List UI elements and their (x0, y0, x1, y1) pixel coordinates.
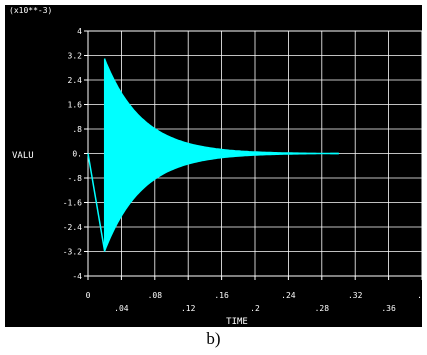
series-layer (87, 58, 339, 252)
y-tick-label: -1.6 (63, 199, 82, 208)
x-axis-label: TIME (226, 317, 248, 327)
x-tick-label: .16 (214, 291, 229, 300)
y-tick-label: -3.2 (63, 248, 82, 257)
x-tick-label: .24 (281, 291, 296, 300)
y-tick-label: -4 (72, 272, 82, 281)
y-tick-label: 3.2 (68, 52, 83, 61)
y-tick-label: -.8 (68, 174, 83, 183)
y-axis-label: VALU (12, 151, 34, 161)
chart-panel: 4 3.2 2.4 1.6 .8 0. -.8 -1.6 -2.4 -3.2 -4 0 .04 .08 .1… (5, 5, 422, 327)
tick-labels: 4 3.2 2.4 1.6 .8 0. -.8 -1.6 -2.4 -3.2 -4 0 .04 .08 .1… (63, 27, 422, 313)
x-tick-label: .28 (315, 304, 330, 313)
x-tick-label: .12 (181, 304, 196, 313)
y-tick-label: 0. (72, 150, 82, 159)
y-tick-label: .8 (72, 125, 82, 134)
x-tick-label: .4 (417, 291, 422, 300)
x-tick-label: 0 (86, 291, 91, 300)
series-initial-transient (87, 58, 106, 252)
x-tick-label: .32 (348, 291, 363, 300)
y-tick-label: 1.6 (68, 101, 83, 110)
x-tick-label: .08 (148, 291, 163, 300)
x-tick-label: .2 (250, 304, 260, 313)
x-tick-label: .04 (114, 304, 129, 313)
y-tick-label: -2.4 (63, 223, 82, 232)
x-tick-label: .36 (381, 304, 396, 313)
y-multiplier-label: (x10**-3) (9, 6, 52, 15)
chart-svg: 4 3.2 2.4 1.6 .8 0. -.8 -1.6 -2.4 -3.2 -4 0 .04 .08 .1… (9, 6, 422, 327)
figure-caption: b) (206, 329, 221, 348)
y-tick-label: 4 (77, 27, 82, 36)
y-tick-label: 2.4 (68, 76, 83, 85)
